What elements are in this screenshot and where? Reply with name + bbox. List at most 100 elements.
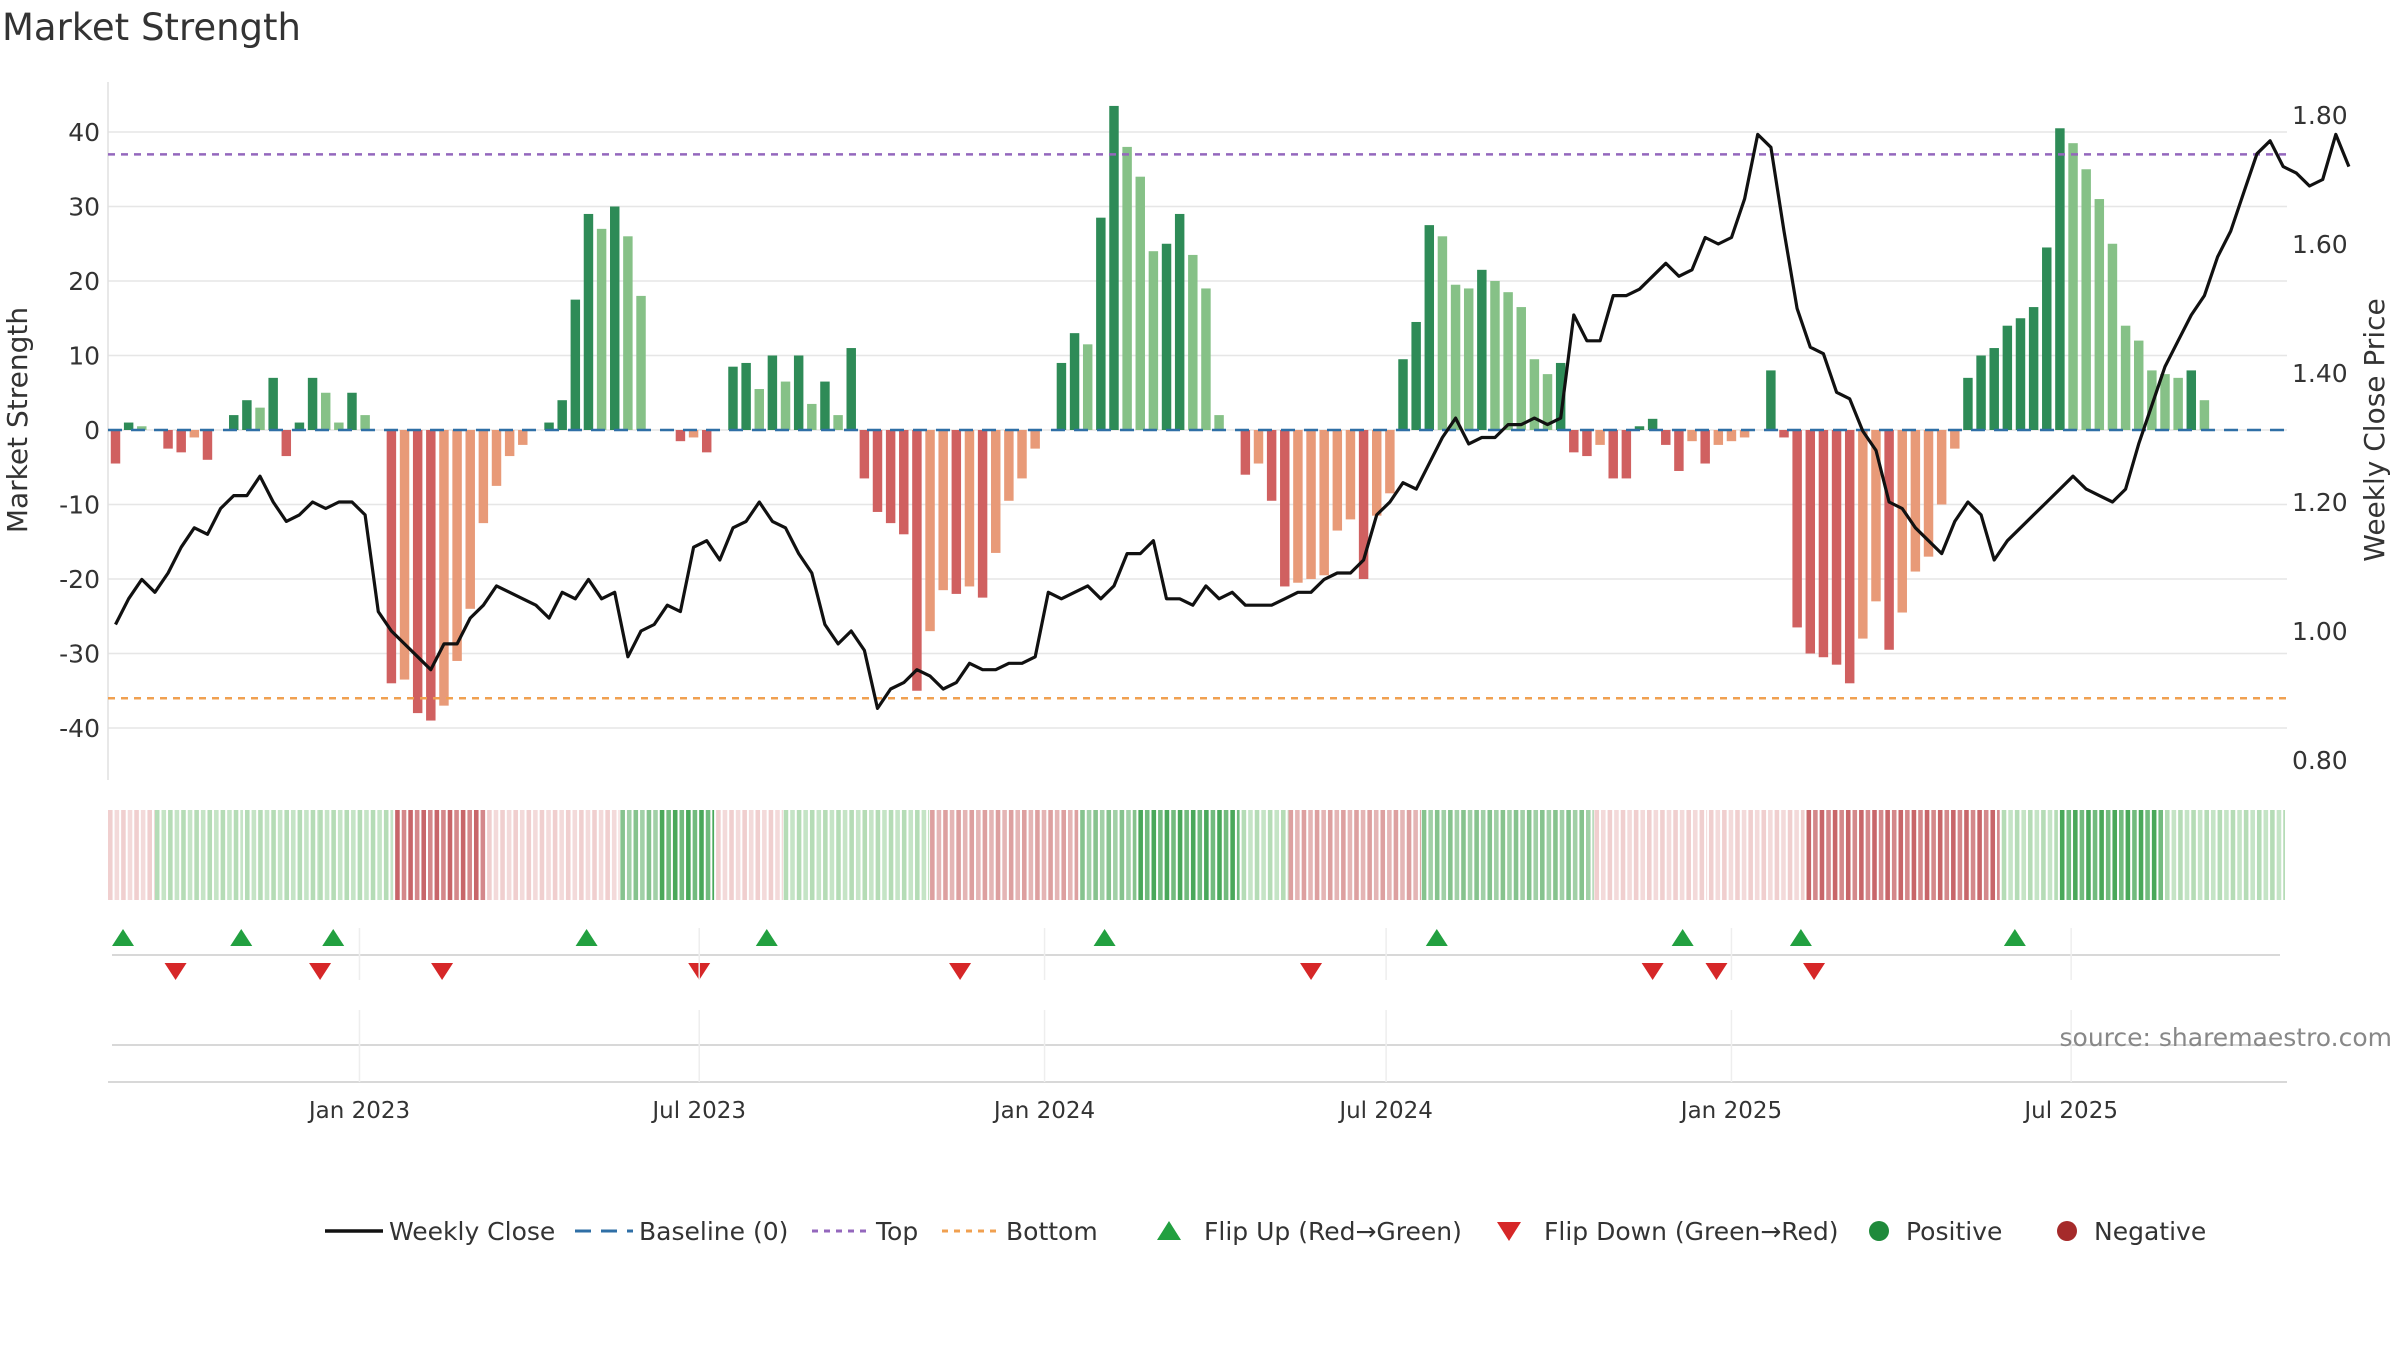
flip-up-marker [2003, 929, 2026, 946]
regime-slice [882, 810, 887, 900]
regime-slice [1692, 810, 1698, 900]
strength-bar [2042, 247, 2052, 430]
regime-slice [114, 810, 120, 900]
regime-slice [579, 810, 584, 900]
regime-slice [1924, 810, 1930, 900]
strength-bar [1437, 236, 1448, 430]
regime-slice [447, 810, 453, 900]
regime-slice [1494, 810, 1499, 900]
regime-slice [1380, 810, 1386, 900]
flip-up-marker [1425, 929, 1448, 946]
strength-bar [2173, 377, 2183, 430]
x-tick-label: Jan 2025 [1679, 1098, 1782, 1124]
strength-bar [1792, 430, 1802, 628]
strength-bar [1424, 225, 1435, 430]
regime-slice [2001, 810, 2007, 900]
regime-slice [921, 810, 927, 900]
x-tick-label: Jan 2024 [992, 1098, 1095, 1124]
strength-bar [610, 206, 620, 430]
regime-slice [1008, 810, 1014, 900]
regime-slice [1354, 810, 1359, 900]
regime-slice [480, 810, 486, 900]
strength-bar [557, 400, 567, 430]
regime-slice [1093, 810, 1098, 900]
regime-segment [154, 810, 244, 900]
strength-bar [1135, 176, 1145, 430]
regime-slice [672, 810, 678, 900]
regime-slice [849, 810, 854, 900]
regime-slice [220, 810, 226, 900]
strength-bar [938, 430, 948, 591]
regime-slice [1041, 810, 1047, 900]
regime-slice [1507, 810, 1512, 900]
strength-bar [636, 295, 646, 430]
regime-slice [344, 810, 350, 900]
regime-slice [699, 810, 704, 900]
regime-slice [2197, 810, 2203, 900]
regime-slice [2250, 810, 2255, 900]
regime-slice [1699, 810, 1705, 900]
regime-slice [716, 810, 721, 900]
regime-slice [1586, 810, 1591, 900]
strength-bar [2081, 169, 2091, 430]
strength-bar [1805, 430, 1816, 654]
y2-tick-label: 1.60 [2292, 230, 2348, 259]
strength-bar [1582, 430, 1592, 457]
regime-slice [1951, 810, 1956, 900]
regime-slice [214, 810, 219, 900]
strength-bar [504, 430, 515, 457]
regime-slice [258, 810, 263, 900]
x-axis: Jan 2023 Jul 2023 Jan 2024 Jul 2024 Jan 2025… [108, 928, 2287, 1124]
flip-markers [112, 929, 2280, 980]
regime-slice [1594, 810, 1600, 900]
regime-slice [2092, 810, 2098, 900]
regime-segment [1241, 810, 1289, 900]
regime-slice [775, 810, 780, 900]
regime-slice [1937, 810, 1943, 900]
regime-slice [1171, 810, 1176, 900]
regime-slice [337, 810, 343, 900]
strength-bar [1634, 426, 1645, 430]
regime-slice [467, 810, 472, 900]
regime-slice [1627, 810, 1632, 900]
flip-up-marker [322, 929, 345, 946]
regime-slice [1898, 810, 1904, 900]
regime-slice [1715, 810, 1721, 900]
strength-bar [1779, 430, 1789, 438]
regime-slice [1819, 810, 1825, 900]
regime-slice [659, 810, 665, 900]
strength-bar [623, 236, 633, 430]
regime-slice [2145, 810, 2150, 900]
strength-bar [1910, 430, 1921, 572]
strength-bar [360, 415, 370, 430]
regime-slice [264, 810, 270, 900]
regime-slice [1891, 810, 1897, 900]
strength-bar [1490, 281, 1500, 430]
regime-slice [1526, 810, 1532, 900]
y-tick-label: -10 [59, 491, 100, 520]
regime-slice [284, 810, 289, 900]
regime-slice [2283, 810, 2285, 900]
regime-slice [240, 810, 244, 900]
y-tick-label: -30 [59, 640, 100, 669]
legend-item: Negative [2057, 1217, 2206, 1246]
legend: Weekly Close Baseline (0) Top Bottom Flip Up… [325, 1217, 2206, 1246]
regime-segment [395, 810, 486, 900]
regime-slice [1865, 810, 1871, 900]
strength-bar [1332, 430, 1343, 531]
legend-label: Baseline (0) [639, 1217, 788, 1246]
regime-slice [271, 810, 276, 900]
strength-bar [1739, 430, 1750, 438]
regime-slice [829, 810, 835, 900]
strength-bar [1844, 430, 1855, 684]
regime-slice [2184, 810, 2190, 900]
regime-slice [1520, 810, 1525, 900]
regime-slice [1774, 810, 1780, 900]
strength-bar [2120, 325, 2131, 430]
regime-slice [1708, 810, 1714, 900]
strength-bar [885, 430, 896, 524]
regime-slice [598, 810, 604, 900]
regime-slice [454, 810, 459, 900]
regime-slice [1360, 810, 1366, 900]
